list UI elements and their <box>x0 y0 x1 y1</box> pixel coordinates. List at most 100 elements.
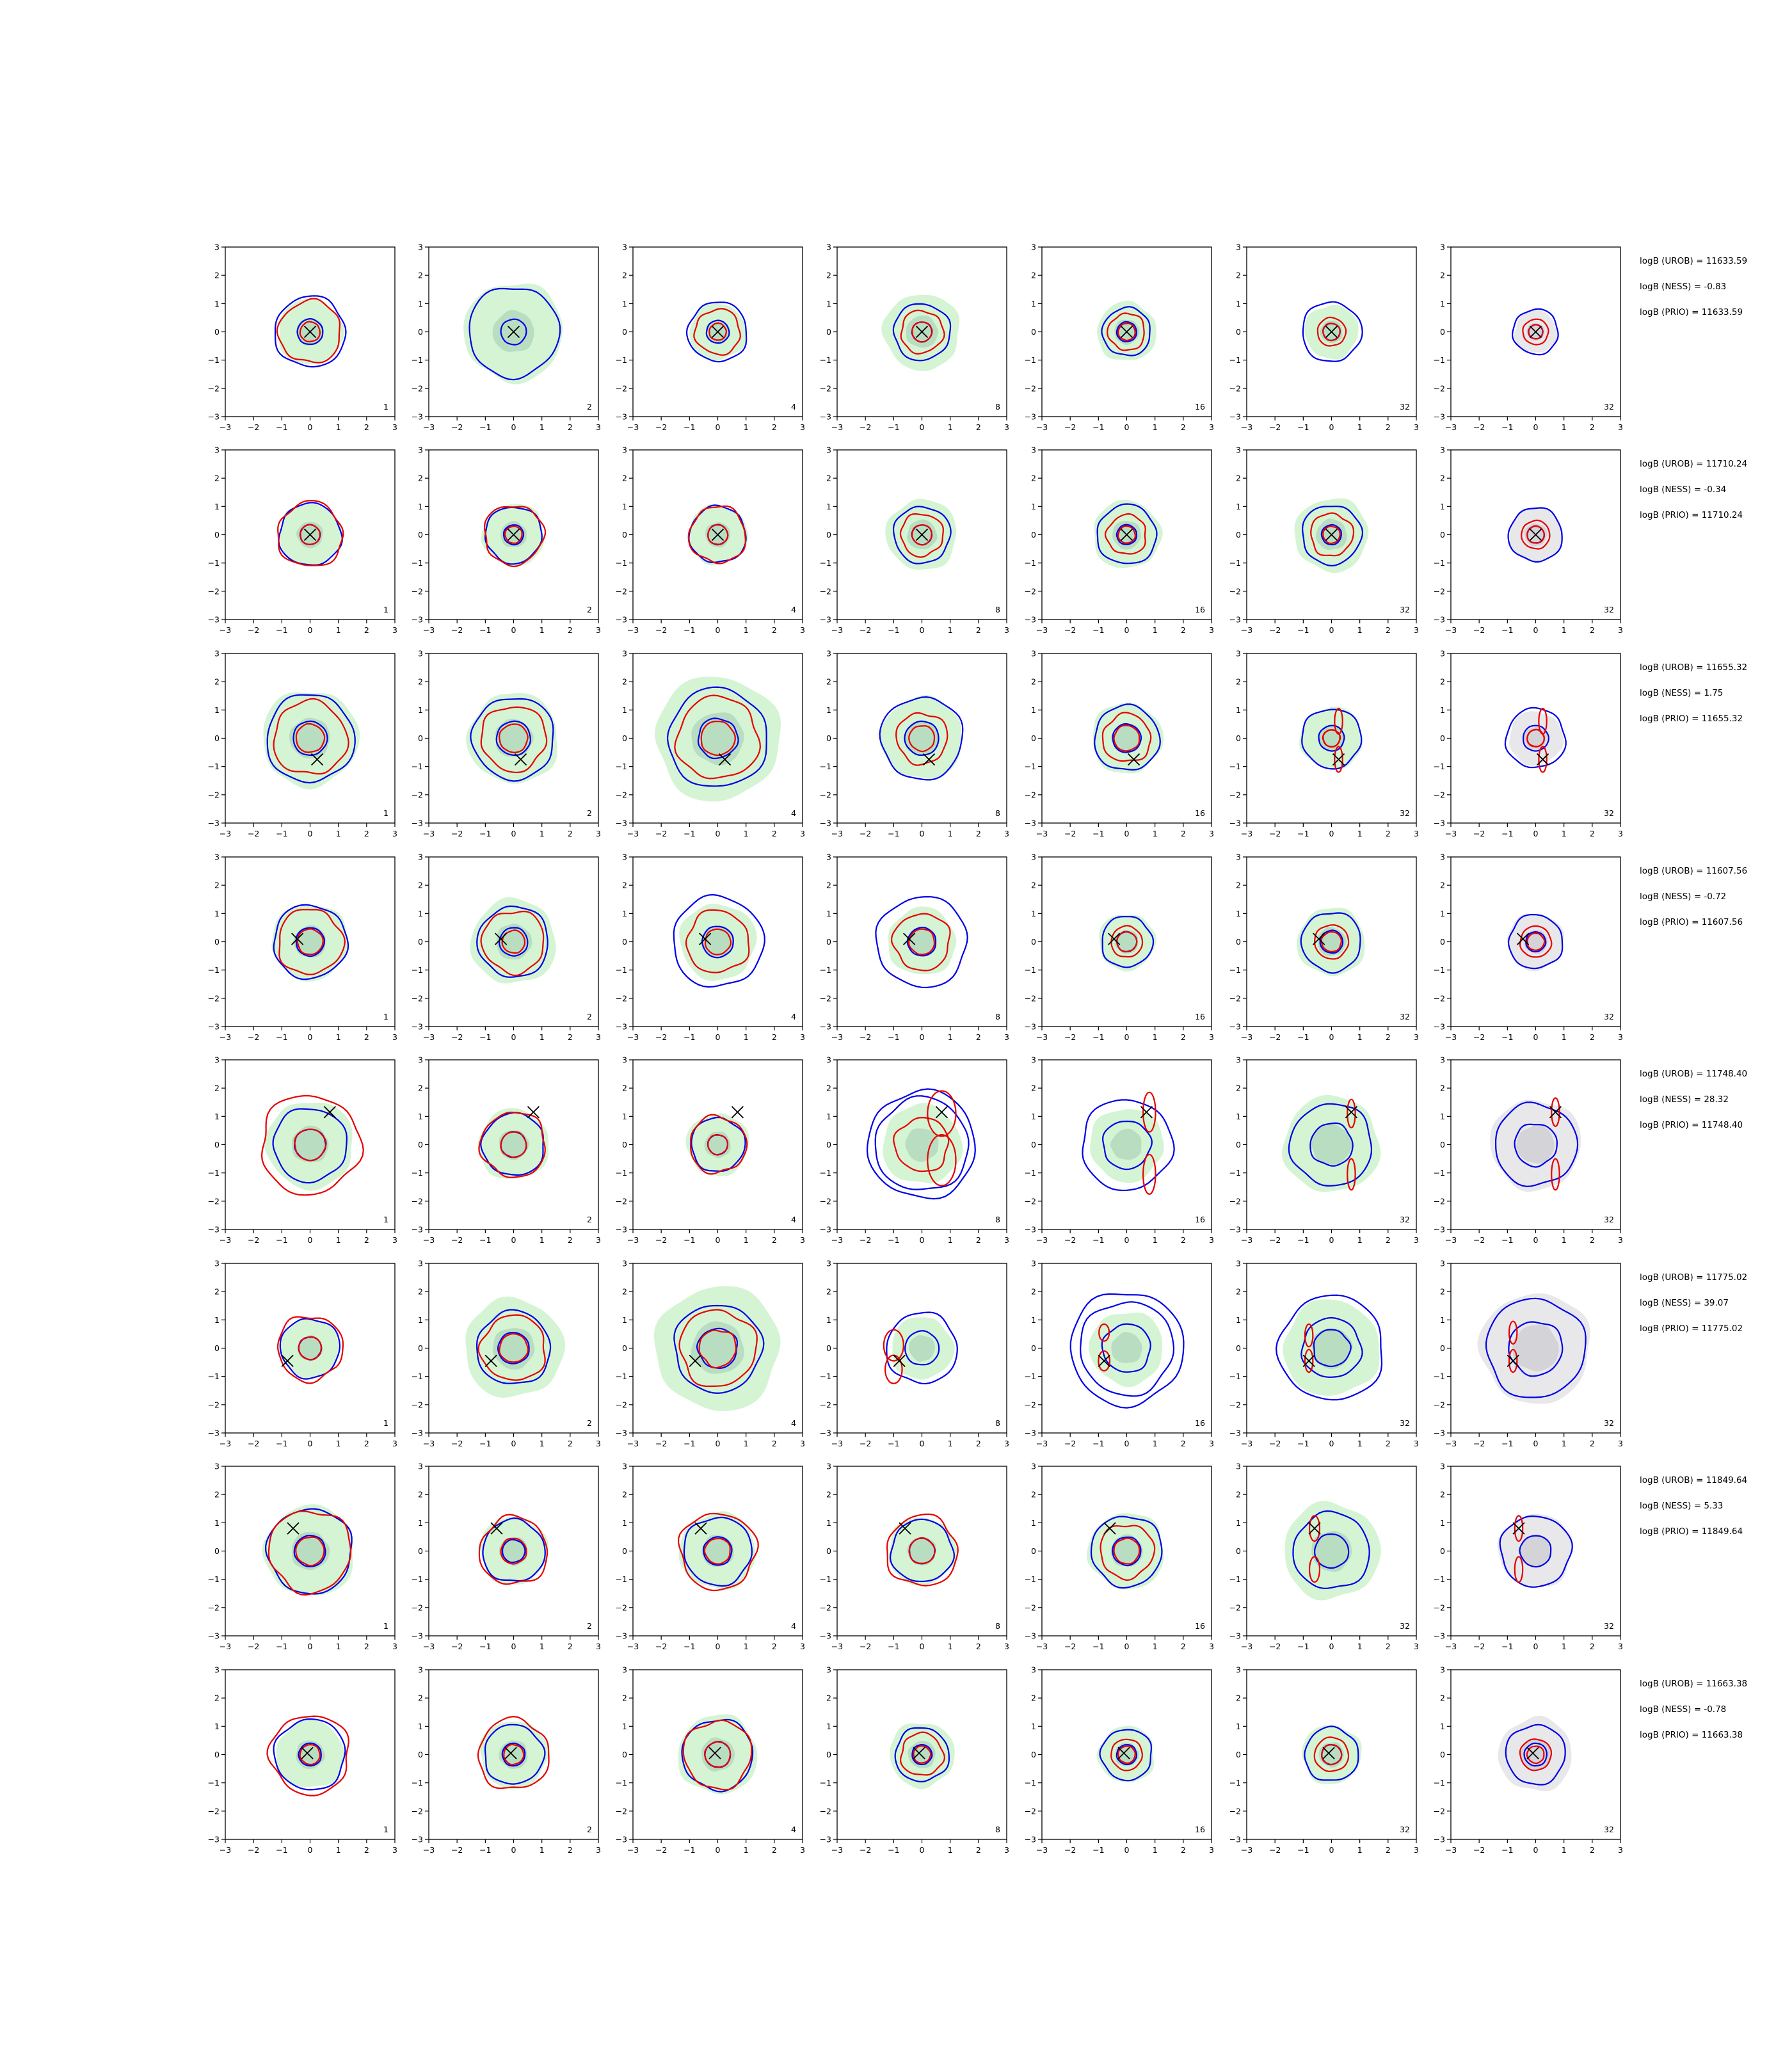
x-tick-label: 0 <box>308 1642 313 1651</box>
x-tick-label: 0 <box>716 1032 721 1042</box>
x-tick-label: −3 <box>423 1235 435 1245</box>
panel-count-label: 16 <box>1195 1215 1205 1224</box>
density-fill-inner <box>1311 1124 1352 1165</box>
y-tick-label: −1 <box>412 1372 423 1381</box>
x-tick-label: −1 <box>276 829 287 838</box>
true-value-marker <box>303 528 317 541</box>
panel-count-label: 16 <box>1195 1012 1205 1021</box>
y-tick-label: 1 <box>214 705 220 715</box>
x-tick-label: −3 <box>831 1845 843 1855</box>
panel-r6-c7: −3 −2 −1 0 1 2 3 −3 −2 −1 0 1 2 3 32 <box>1434 1259 1623 1449</box>
panel-r6-c6: −3 −2 −1 0 1 2 3 −3 −2 −1 0 1 2 3 32 <box>1229 1259 1419 1449</box>
y-tick-label: −3 <box>1229 1428 1241 1438</box>
panel-r5-c6: −3 −2 −1 0 1 2 3 −3 −2 −1 0 1 2 3 32 <box>1229 1055 1419 1245</box>
y-tick-label: −3 <box>1434 1022 1445 1032</box>
x-tick-label: −3 <box>1241 1439 1252 1448</box>
y-tick-label: 0 <box>1236 1546 1241 1556</box>
y-tick-label: 3 <box>418 649 423 659</box>
plot-area <box>655 676 781 802</box>
y-tick-label: 0 <box>826 1546 831 1556</box>
y-tick-label: −2 <box>208 1603 220 1612</box>
y-tick-label: −1 <box>1025 558 1036 568</box>
red-contour-mode <box>1304 1323 1314 1348</box>
red-contour-mode <box>1538 708 1548 735</box>
y-tick-label: −1 <box>208 558 220 568</box>
blue-contour <box>892 303 952 362</box>
x-tick-label: 1 <box>744 1032 749 1042</box>
y-tick-label: 3 <box>622 649 627 659</box>
x-tick-label: −3 <box>1445 1845 1457 1855</box>
y-tick-label: −1 <box>1229 558 1241 568</box>
x-tick-label: 1 <box>1153 1235 1158 1245</box>
y-tick-label: 0 <box>1440 937 1445 947</box>
plot-area <box>277 499 344 566</box>
blue-contour <box>295 927 326 957</box>
red-contour-mode <box>1538 746 1548 773</box>
y-tick-label: −3 <box>412 1631 423 1641</box>
x-tick-label: 2 <box>976 422 981 432</box>
x-tick-label: 1 <box>1357 1032 1363 1042</box>
red-contour <box>1316 316 1347 347</box>
x-tick-label: −1 <box>684 422 695 432</box>
y-tick-label: −3 <box>1025 1428 1036 1438</box>
x-tick-label: −2 <box>1473 1235 1485 1245</box>
x-tick-label: 0 <box>1329 422 1334 432</box>
x-tick-label: 3 <box>392 422 397 432</box>
y-tick-label: 3 <box>214 1462 220 1471</box>
y-tick-label: 3 <box>622 445 627 455</box>
y-tick-label: 2 <box>214 1287 220 1297</box>
blue-contour <box>875 895 968 989</box>
x-tick-label: −2 <box>655 625 667 635</box>
y-tick-label: −2 <box>1229 1806 1241 1816</box>
y-tick-label: 2 <box>1440 1693 1445 1703</box>
x-tick-label: −1 <box>1297 829 1309 838</box>
y-tick-label: −2 <box>820 1806 831 1816</box>
x-tick-label: −1 <box>1501 422 1513 432</box>
true-value-marker <box>1302 1354 1315 1368</box>
density-fill-inner <box>905 1128 939 1162</box>
y-tick-label: 1 <box>622 1518 627 1528</box>
x-tick-label: 0 <box>1533 1845 1539 1855</box>
y-tick-label: 3 <box>418 243 423 252</box>
y-tick-label: −1 <box>1229 762 1241 771</box>
red-contour <box>698 1329 737 1369</box>
y-tick-label: −3 <box>616 412 627 422</box>
x-tick-label: 3 <box>1414 1439 1419 1448</box>
y-tick-label: 0 <box>1440 1343 1445 1353</box>
x-tick-label: 1 <box>1357 1845 1363 1855</box>
panel-count-label: 16 <box>1195 1418 1205 1428</box>
x-tick-label: −2 <box>451 625 463 635</box>
red-contour <box>704 928 732 956</box>
plot-area <box>1086 1513 1164 1590</box>
x-tick-label: −3 <box>627 829 639 838</box>
x-tick-label: 0 <box>1124 1235 1130 1245</box>
blue-contour <box>499 927 529 957</box>
y-tick-label: 1 <box>418 1518 423 1528</box>
red-contour-mode <box>1098 1350 1111 1372</box>
blue-contour <box>296 317 324 345</box>
y-tick-label: −2 <box>1025 1196 1036 1206</box>
x-tick-label: 1 <box>744 625 749 635</box>
x-tick-label: 1 <box>540 1032 545 1042</box>
x-tick-label: 3 <box>596 625 601 635</box>
panel-r6-c5: −3 −2 −1 0 1 2 3 −3 −2 −1 0 1 2 3 16 <box>1025 1259 1214 1449</box>
panel-r3-c5: −3 −2 −1 0 1 2 3 −3 −2 −1 0 1 2 3 16 <box>1025 649 1214 839</box>
y-tick-label: 3 <box>1236 1259 1241 1268</box>
y-tick-label: −2 <box>1025 1603 1036 1612</box>
x-tick-label: 2 <box>976 625 981 635</box>
y-tick-label: 2 <box>1236 1287 1241 1297</box>
x-tick-label: 2 <box>1590 422 1595 432</box>
y-tick-label: −1 <box>616 1168 627 1178</box>
y-tick-label: 1 <box>1440 909 1445 918</box>
y-tick-label: 1 <box>622 1112 627 1121</box>
x-tick-label: 2 <box>364 1032 369 1042</box>
x-tick-label: 3 <box>1414 1032 1419 1042</box>
y-tick-label: −1 <box>1025 1168 1036 1178</box>
x-tick-label: 1 <box>948 1235 953 1245</box>
x-tick-label: 0 <box>920 625 925 635</box>
x-tick-label: 1 <box>1357 1439 1363 1448</box>
panel-count-label: 4 <box>791 605 796 614</box>
plot-area <box>478 1514 549 1585</box>
blue-contour <box>1514 1123 1558 1168</box>
